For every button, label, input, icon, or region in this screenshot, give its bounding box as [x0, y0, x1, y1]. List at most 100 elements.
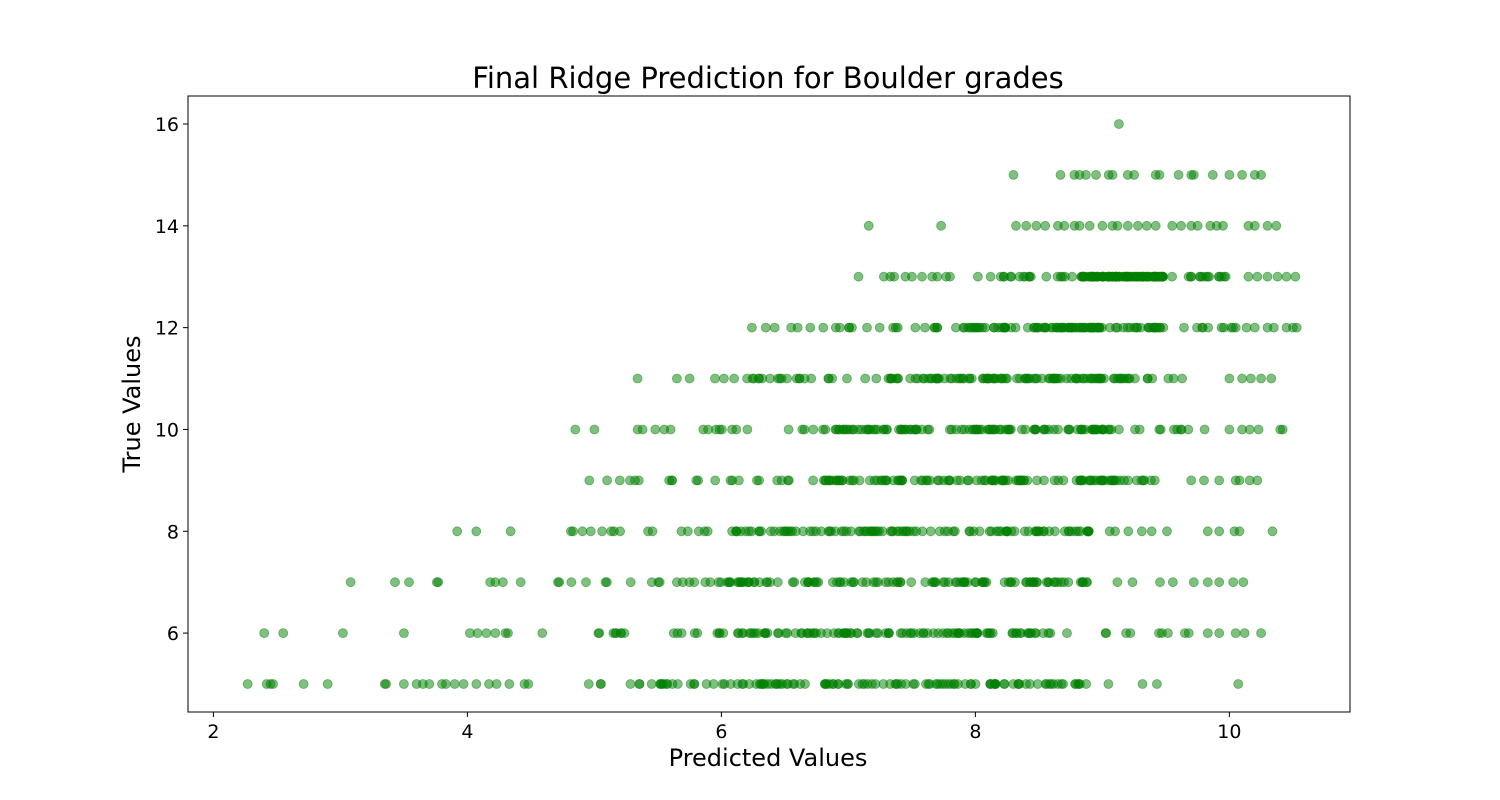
- scatter-point: [1216, 322, 1227, 333]
- scatter-point: [449, 679, 460, 689]
- scatter-point: [1149, 322, 1160, 333]
- scatter-point: [692, 628, 703, 638]
- scatter-point: [928, 577, 939, 588]
- scatter-point: [584, 475, 595, 486]
- scatter-point: [677, 577, 688, 588]
- scatter-point: [1002, 526, 1012, 537]
- scatter-point: [1014, 271, 1025, 282]
- scatter-point: [1290, 271, 1301, 282]
- scatter-point: [1077, 577, 1088, 588]
- scatter-point: [345, 577, 356, 588]
- scatter-point: [896, 424, 906, 435]
- scatter-point: [1063, 424, 1074, 435]
- scatter-point: [932, 475, 943, 486]
- scatter-point: [632, 373, 643, 384]
- scatter-point: [1214, 526, 1225, 537]
- scatter-point: [602, 577, 612, 588]
- scatter-point: [1038, 526, 1049, 537]
- scatter-point: [593, 628, 604, 638]
- scatter-point: [1097, 220, 1108, 231]
- scatter-point: [972, 628, 983, 638]
- scatter-point: [1025, 577, 1036, 588]
- scatter-point: [983, 424, 993, 435]
- scatter-point: [835, 322, 845, 333]
- scatter-point: [684, 373, 695, 384]
- scatter-point: [1077, 424, 1088, 435]
- scatter-point: [1041, 271, 1052, 282]
- scatter-point: [879, 424, 889, 435]
- scatter-point: [1081, 169, 1091, 180]
- scatter-point: [863, 220, 874, 231]
- x-tick-label: 4: [461, 721, 473, 743]
- scatter-point: [1252, 475, 1263, 486]
- scatter-point: [920, 577, 931, 588]
- scatter-point: [595, 679, 606, 689]
- scatter-point: [939, 373, 950, 384]
- scatter-point: [471, 526, 482, 537]
- scatter-point: [803, 577, 814, 588]
- scatter-point: [433, 577, 444, 588]
- scatter-point: [713, 577, 724, 588]
- scatter-point: [490, 628, 501, 638]
- scatter-point: [585, 526, 596, 537]
- scatter-point: [693, 475, 703, 486]
- scatter-point: [848, 577, 859, 588]
- scatter-point: [860, 373, 871, 384]
- scatter-point: [847, 475, 858, 486]
- scatter-point: [1104, 526, 1115, 537]
- scatter-point: [1183, 271, 1194, 282]
- scatter-point: [957, 373, 968, 384]
- scatter-point: [1095, 373, 1105, 384]
- scatter-point: [1085, 475, 1096, 486]
- scatter-point: [999, 679, 1009, 689]
- scatter-point: [936, 220, 946, 231]
- scatter-point: [1224, 424, 1235, 435]
- scatter-point: [637, 424, 648, 435]
- scatter-point: [1022, 475, 1033, 486]
- scatter-point: [861, 577, 872, 588]
- scatter-point: [772, 475, 783, 486]
- scatter-point: [729, 373, 739, 384]
- scatter-point: [1188, 169, 1199, 180]
- scatter-point: [787, 577, 798, 588]
- scatter-point: [1237, 169, 1247, 180]
- scatter-point: [322, 679, 333, 689]
- scatter-point: [381, 679, 392, 689]
- scatter-point: [1266, 373, 1277, 384]
- scatter-point: [887, 373, 897, 384]
- scatter-point: [724, 577, 734, 588]
- scatter-point: [689, 679, 700, 689]
- scatter-point: [965, 679, 976, 689]
- scatter-point: [581, 577, 591, 588]
- scatter-point: [1019, 526, 1030, 537]
- scatter-point: [398, 679, 409, 689]
- scatter-point: [1152, 679, 1162, 689]
- scatter-point: [892, 322, 903, 333]
- scatter-point: [892, 679, 903, 689]
- scatter-point: [1291, 322, 1302, 333]
- scatter-point: [242, 679, 253, 689]
- scatter-point: [839, 577, 850, 588]
- scatter-point: [1129, 169, 1139, 180]
- scatter-point: [802, 628, 813, 638]
- scatter-point: [1233, 679, 1244, 689]
- scatter-point: [1059, 220, 1070, 231]
- scatter-point: [1141, 220, 1152, 231]
- scatter-point: [1098, 424, 1109, 435]
- scatter-point: [932, 271, 943, 282]
- scatter-point: [602, 475, 612, 486]
- scatter-point: [751, 679, 762, 689]
- scatter-point: [1177, 373, 1187, 384]
- scatter-point: [1055, 271, 1066, 282]
- scatter-point: [472, 628, 483, 638]
- scatter-point: [1029, 424, 1039, 435]
- scatter-point: [1099, 271, 1109, 282]
- scatter-point: [733, 628, 743, 638]
- y-tick-label: 10: [155, 419, 179, 441]
- scatter-point: [646, 679, 657, 689]
- scatter-point: [1123, 526, 1134, 537]
- scatter-point: [943, 577, 954, 588]
- scatter-point: [979, 577, 990, 588]
- scatter-point: [953, 628, 964, 638]
- scatter-point: [1075, 526, 1086, 537]
